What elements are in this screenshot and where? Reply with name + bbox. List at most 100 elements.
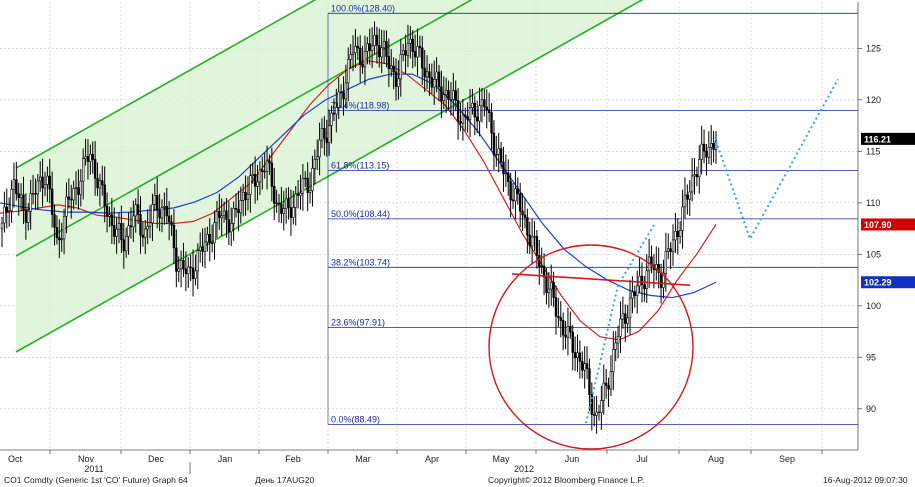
candle-body xyxy=(588,368,591,395)
candle-body xyxy=(459,121,462,124)
candle-body xyxy=(535,236,539,256)
footer-date-code: День 17AUG20 xyxy=(255,475,315,485)
candle-body xyxy=(602,382,605,401)
candle-body xyxy=(671,239,675,253)
candle-body xyxy=(435,71,438,80)
candle-body xyxy=(117,223,121,230)
candle-body xyxy=(299,193,302,196)
candle-body xyxy=(206,234,209,243)
channel-fill xyxy=(16,0,642,352)
candle-body xyxy=(127,225,130,237)
fibonacci-retracement: 100.0%(128.40) 76.4%(118.98) 61.8%(113.15)… xyxy=(327,3,858,425)
candle-body xyxy=(397,78,400,87)
candle-body xyxy=(378,44,381,58)
candle-body xyxy=(167,215,171,223)
candle-body xyxy=(495,153,498,156)
regression-channel xyxy=(15,0,644,353)
candle-body xyxy=(139,214,142,236)
candle-body xyxy=(356,45,360,49)
candle-body xyxy=(203,241,207,252)
candle-body xyxy=(110,214,114,226)
candle-body xyxy=(578,352,582,362)
footer-copyright: Copyright© 2012 Bloomberg Finance L.P. xyxy=(488,475,644,485)
candle-body xyxy=(688,191,691,200)
candle-body xyxy=(669,248,672,253)
candle-body xyxy=(433,78,436,88)
candle-body xyxy=(485,106,488,111)
candle-body xyxy=(46,175,49,185)
candle-body xyxy=(714,140,718,150)
candle-body xyxy=(399,54,402,80)
candle-body xyxy=(58,237,61,241)
candle-body xyxy=(370,45,374,51)
candle-body xyxy=(540,265,543,268)
candle-body xyxy=(210,242,214,244)
candle-body xyxy=(645,270,648,289)
candle-body xyxy=(160,207,164,219)
candle-body xyxy=(34,193,37,195)
footer-ticker: CO1 Comdty (Generic 1st 'CO' Future) Gra… xyxy=(4,475,188,485)
candle-body xyxy=(122,239,125,252)
channel-middle-line xyxy=(15,0,473,257)
candle-body xyxy=(234,208,238,210)
candle-body xyxy=(41,176,44,189)
candle-body xyxy=(308,190,312,194)
y-tick-label: 110 xyxy=(866,198,880,208)
x-tick-label: Sep xyxy=(779,454,795,464)
candle-body xyxy=(595,411,598,416)
candle-body xyxy=(638,275,641,287)
candle-body xyxy=(698,158,701,178)
price-badge-label: 107.90 xyxy=(864,220,892,230)
candle-body xyxy=(294,193,297,208)
candle-body xyxy=(323,128,326,139)
candle-body xyxy=(526,217,529,236)
candle-body xyxy=(105,205,109,217)
candle-body xyxy=(86,156,90,162)
candle-body xyxy=(316,156,319,160)
candle-body xyxy=(497,148,500,155)
candle-body xyxy=(413,51,417,58)
candle-body xyxy=(256,181,259,187)
candle-body xyxy=(456,100,460,122)
candle-body xyxy=(108,214,111,217)
candle-body xyxy=(633,291,637,296)
x-tick-label: Jul xyxy=(636,454,648,464)
candle-body xyxy=(220,215,223,219)
candle-body xyxy=(437,71,441,87)
candle-body xyxy=(251,173,254,176)
candle-body xyxy=(201,246,204,252)
x-tick-label: Feb xyxy=(285,454,301,464)
annotation-overlay xyxy=(488,78,839,450)
candle-body xyxy=(0,222,4,229)
candle-body xyxy=(590,394,594,415)
candle-body xyxy=(151,204,154,224)
candle-body xyxy=(607,385,610,390)
candle-body xyxy=(712,143,715,150)
candle-body xyxy=(576,352,579,359)
candle-body xyxy=(277,202,281,205)
candle-body xyxy=(440,86,443,102)
candle-body xyxy=(569,325,572,333)
candle-body xyxy=(327,125,331,143)
projection-forecast xyxy=(715,78,839,242)
candle-body xyxy=(518,193,522,212)
candle-body xyxy=(471,102,474,108)
candle-body xyxy=(557,315,560,318)
candle-body xyxy=(375,34,379,46)
candle-body xyxy=(55,227,59,238)
candle-body xyxy=(89,153,92,162)
candle-body xyxy=(464,114,467,118)
y-tick-label: 125 xyxy=(866,43,881,53)
candle-body xyxy=(199,246,202,251)
candle-body xyxy=(19,194,23,199)
candle-body xyxy=(631,291,634,299)
price-badge xyxy=(861,218,915,231)
price-candles xyxy=(0,21,718,434)
x-tick-label: Jan xyxy=(218,454,233,464)
y-tick-label: 105 xyxy=(866,249,881,259)
candle-body xyxy=(449,99,453,101)
y-tick-label: 115 xyxy=(866,146,880,156)
candle-body xyxy=(626,317,629,324)
candle-body xyxy=(444,90,448,95)
candle-body xyxy=(153,195,157,205)
